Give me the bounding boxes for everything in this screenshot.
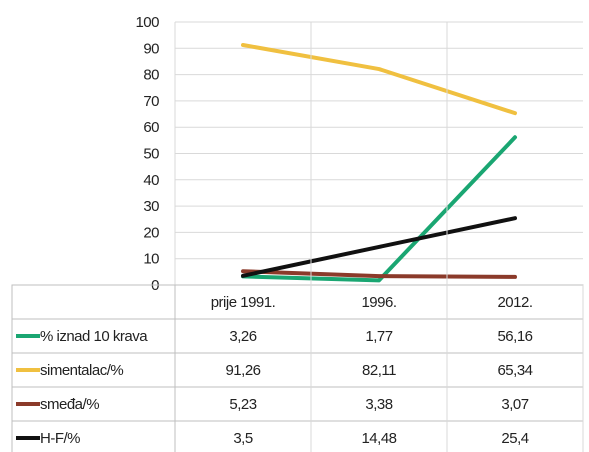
- legend-label: % iznad 10 krava: [40, 328, 148, 345]
- data-label: 91,26: [225, 362, 260, 379]
- data-label: 3,5: [233, 430, 253, 447]
- data-label: 56,16: [497, 328, 532, 345]
- data-label: 65,34: [497, 362, 532, 379]
- data-label: 5,23: [229, 396, 256, 413]
- y-tick-label: 30: [143, 198, 159, 215]
- series-line-1: [241, 42, 517, 116]
- x-category-label: prije 1991.: [211, 294, 276, 311]
- data-table: prije 1991. 1996. 2012. % iznad 10 krava 3,2…: [11, 22, 584, 452]
- y-tick-label: 50: [143, 146, 159, 163]
- legend-label: smeđa/%: [40, 396, 99, 413]
- data-label: 3,07: [501, 396, 528, 413]
- x-category-label: 1996.: [361, 294, 396, 311]
- data-label: 3,38: [365, 396, 392, 413]
- y-tick-label: 60: [143, 119, 159, 136]
- gridlines: [174, 21, 583, 286]
- data-label: 82,11: [362, 362, 396, 379]
- x-category-label: 2012.: [497, 294, 532, 311]
- series-lines: [241, 42, 517, 283]
- y-tick-label: 100: [135, 14, 159, 31]
- y-tick-label: 90: [143, 40, 159, 57]
- data-label: 1,77: [365, 328, 392, 345]
- data-label: 25,4: [501, 430, 528, 447]
- data-label: 14,48: [361, 430, 396, 447]
- y-tick-label: 10: [143, 251, 159, 268]
- y-tick-label: 70: [143, 93, 159, 110]
- legend-label: simentalac/%: [40, 362, 123, 379]
- legend-label: H-F/%: [40, 430, 80, 447]
- data-label: 3,26: [229, 328, 256, 345]
- y-tick-label: 20: [143, 224, 159, 241]
- y-tick-label: 80: [143, 67, 159, 84]
- y-tick-label: 40: [143, 172, 159, 189]
